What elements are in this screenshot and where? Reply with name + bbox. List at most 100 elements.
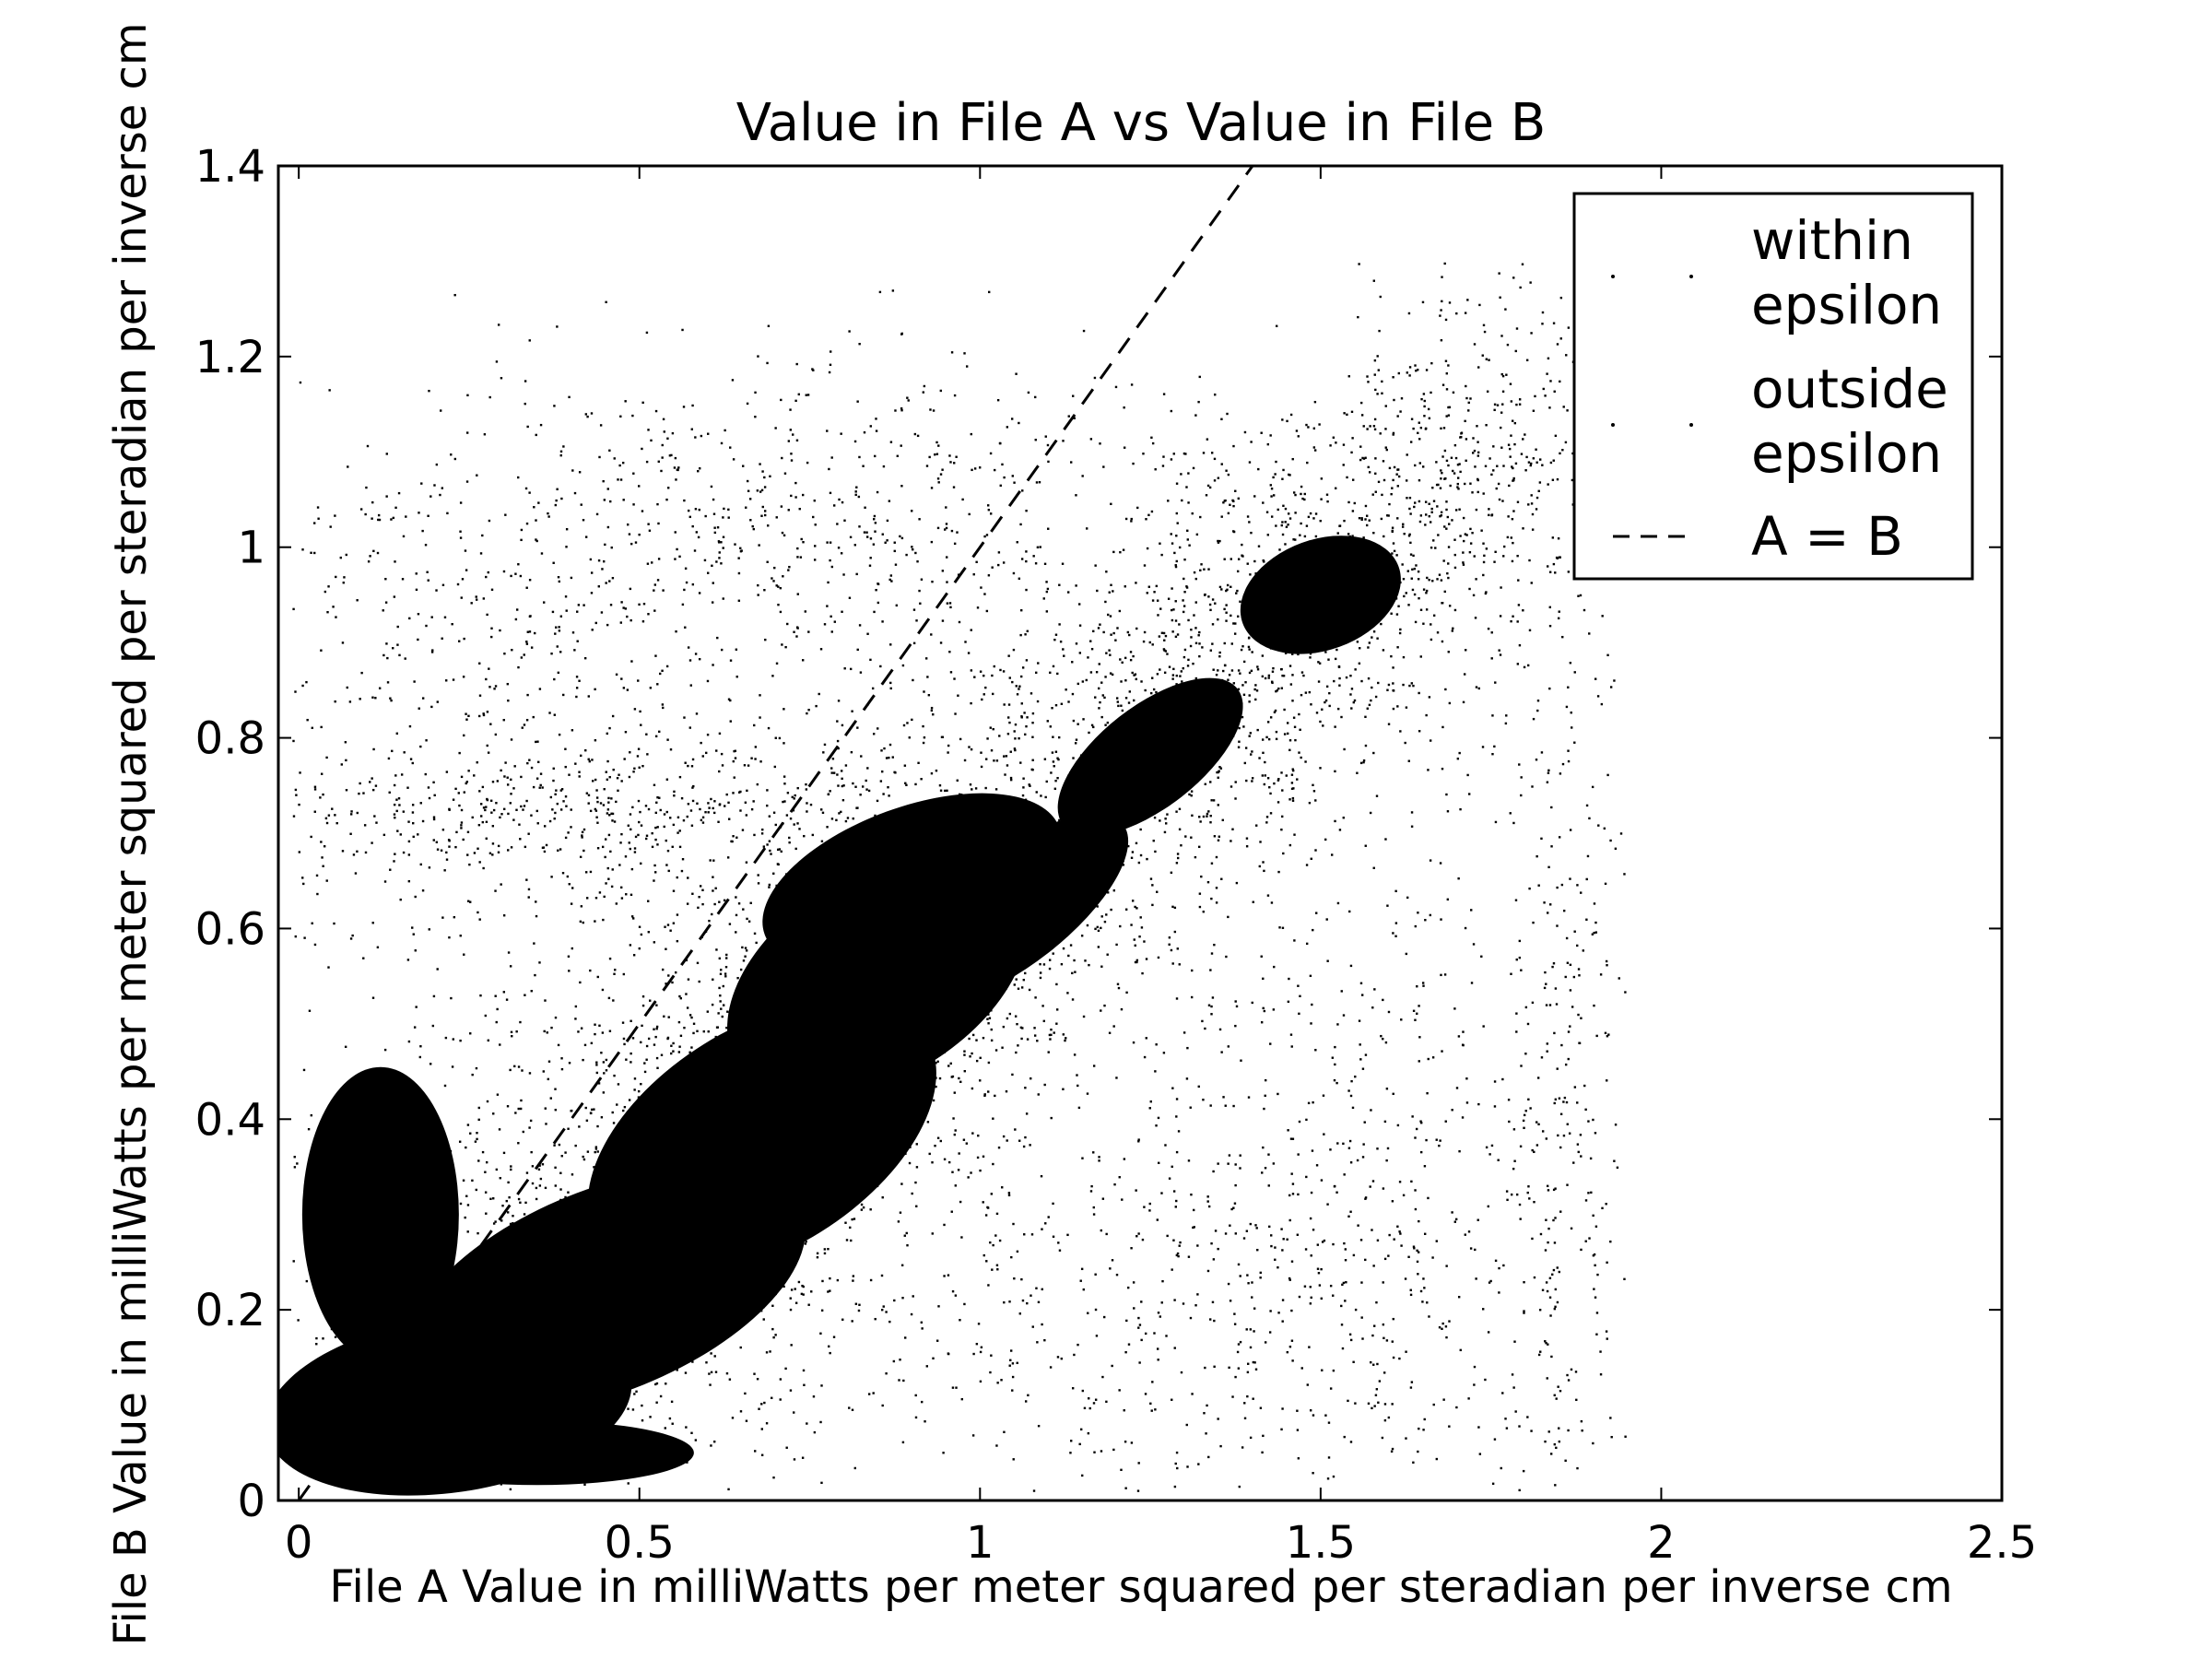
scatter-point — [1056, 672, 1059, 676]
scatter-point — [631, 1334, 635, 1336]
scatter-point — [562, 693, 565, 697]
scatter-point — [507, 1378, 510, 1381]
scatter-point — [477, 1248, 480, 1252]
scatter-point — [1374, 547, 1378, 549]
scatter-point — [1182, 610, 1185, 614]
scatter-point — [674, 1079, 677, 1083]
scatter-point — [825, 1117, 828, 1120]
scatter-point — [1125, 991, 1128, 994]
scatter-point — [772, 811, 776, 814]
scatter-point — [1345, 584, 1348, 587]
scatter-point — [776, 1109, 779, 1112]
scatter-point — [1440, 511, 1443, 514]
scatter-point — [882, 1120, 886, 1123]
scatter-point — [632, 1223, 635, 1227]
scatter-point — [822, 751, 825, 754]
scatter-point — [1248, 636, 1251, 640]
scatter-point — [1307, 426, 1310, 429]
scatter-point — [816, 1252, 819, 1255]
scatter-point — [840, 1191, 842, 1194]
scatter-point — [1493, 560, 1496, 563]
scatter-point — [953, 1133, 957, 1136]
scatter-point — [587, 794, 591, 797]
scatter-point — [1011, 1073, 1014, 1077]
scatter-point — [381, 1268, 383, 1271]
scatter-point — [390, 1155, 394, 1158]
scatter-point — [761, 1253, 764, 1255]
scatter-point — [1159, 793, 1163, 795]
scatter-point — [893, 921, 896, 924]
scatter-point — [990, 921, 994, 924]
scatter-point — [1042, 921, 1045, 924]
scatter-point — [1379, 432, 1382, 435]
scatter-point — [1440, 427, 1442, 430]
scatter-point — [1482, 573, 1485, 577]
scatter-point — [853, 880, 855, 884]
scatter-point — [1408, 507, 1411, 511]
scatter-point — [762, 1114, 765, 1117]
scatter-point — [841, 947, 843, 951]
scatter-point — [1217, 477, 1220, 479]
scatter-point — [1139, 916, 1142, 919]
scatter-point — [1549, 461, 1553, 465]
scatter-point — [632, 503, 635, 506]
scatter-point — [494, 1220, 497, 1223]
scatter-point — [636, 1462, 640, 1465]
scatter-point — [955, 844, 958, 848]
scatter-point — [1237, 497, 1241, 500]
scatter-point — [779, 1271, 782, 1275]
scatter-point — [707, 1099, 711, 1101]
scatter-point — [912, 851, 915, 853]
scatter-point — [453, 1324, 456, 1326]
scatter-point — [655, 1098, 659, 1100]
scatter-point — [1320, 498, 1323, 500]
scatter-point — [764, 513, 767, 517]
scatter-point — [1194, 641, 1198, 645]
scatter-point — [1302, 638, 1306, 641]
scatter-point — [1525, 455, 1528, 459]
scatter-point — [579, 981, 582, 984]
scatter-point — [1206, 812, 1209, 816]
scatter-point — [1029, 946, 1031, 948]
scatter-point — [904, 1336, 907, 1339]
scatter-point — [462, 676, 465, 678]
scatter-point — [1285, 626, 1288, 629]
scatter-point — [1512, 466, 1514, 470]
scatter-point — [697, 1247, 700, 1251]
scatter-point — [361, 1205, 365, 1207]
scatter-point — [1369, 614, 1371, 617]
scatter-point — [824, 1177, 827, 1180]
scatter-point — [451, 1324, 454, 1327]
scatter-point — [670, 1325, 673, 1329]
scatter-point — [811, 833, 815, 837]
scatter-point — [292, 607, 295, 611]
scatter-point — [1281, 575, 1284, 578]
scatter-point — [528, 630, 532, 633]
scatter-point — [500, 377, 503, 380]
scatter-point — [763, 943, 766, 947]
scatter-point — [1273, 711, 1277, 713]
scatter-point — [1186, 665, 1190, 667]
scatter-point — [1047, 1051, 1050, 1053]
scatter-point — [1322, 1094, 1325, 1097]
scatter-point — [476, 761, 478, 764]
scatter-point — [1009, 750, 1012, 753]
scatter-point — [453, 1214, 455, 1218]
scatter-point — [769, 849, 771, 853]
scatter-point — [977, 885, 980, 888]
scatter-point — [504, 513, 507, 516]
scatter-point — [575, 695, 578, 699]
scatter-point — [1408, 533, 1411, 536]
scatter-point — [1017, 827, 1020, 830]
scatter-point — [1340, 550, 1344, 554]
scatter-point — [703, 1249, 707, 1253]
scatter-point — [735, 913, 738, 917]
scatter-point — [589, 809, 593, 813]
scatter-point — [397, 1396, 401, 1400]
scatter-point — [1253, 688, 1256, 691]
scatter-point — [1065, 801, 1067, 804]
scatter-point — [947, 866, 950, 870]
scatter-point — [409, 1092, 412, 1096]
scatter-point — [763, 476, 766, 479]
scatter-point — [724, 1214, 726, 1217]
